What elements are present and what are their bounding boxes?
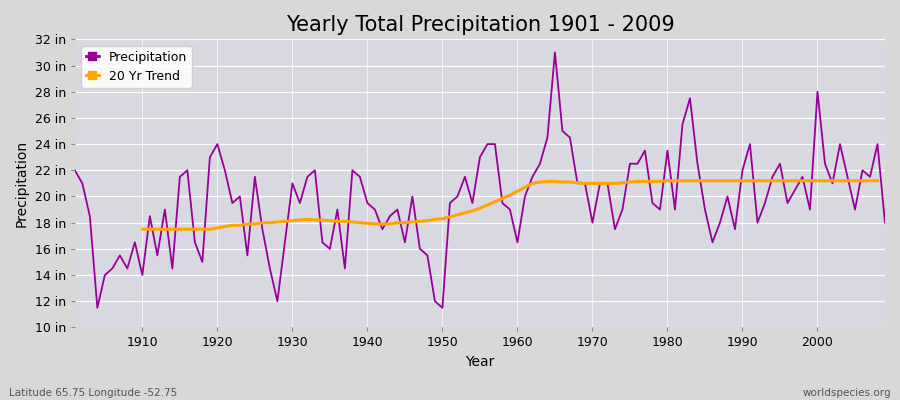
Text: worldspecies.org: worldspecies.org — [803, 388, 891, 398]
X-axis label: Year: Year — [465, 355, 495, 369]
Title: Yearly Total Precipitation 1901 - 2009: Yearly Total Precipitation 1901 - 2009 — [285, 15, 674, 35]
Text: Latitude 65.75 Longitude -52.75: Latitude 65.75 Longitude -52.75 — [9, 388, 177, 398]
Legend: Precipitation, 20 Yr Trend: Precipitation, 20 Yr Trend — [81, 46, 192, 88]
Y-axis label: Precipitation: Precipitation — [15, 140, 29, 227]
